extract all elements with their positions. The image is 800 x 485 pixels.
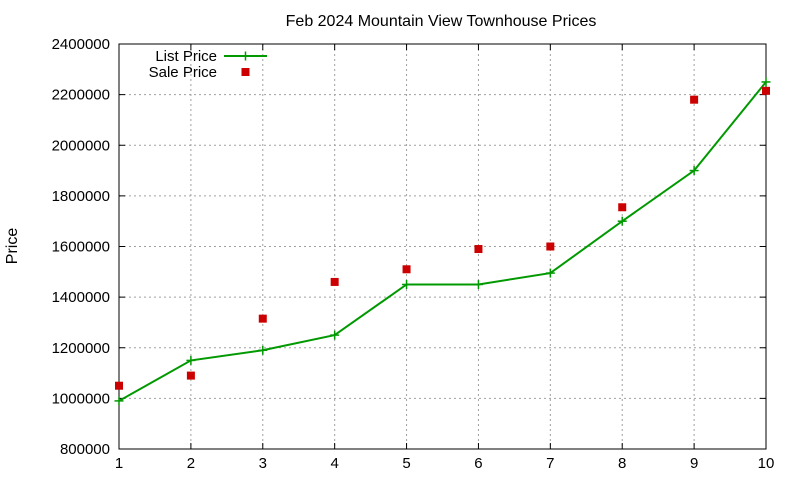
axes: 800000 1000000 1200000 1400000 1600000 180000… [52,36,775,472]
x-tick-label: 1 [115,455,123,472]
legend-item-2: Sale Price [149,64,250,81]
y-tick-label: 2400000 [52,36,110,53]
x-tick-label: 8 [618,455,626,472]
x-tick-label: 10 [758,455,775,472]
plot-frame [118,43,767,450]
data-point [545,268,555,278]
x-tick-label: 7 [546,455,554,472]
data-point [473,279,483,289]
data-point [546,242,555,251]
legend-label: List Price [155,48,217,65]
data-point [617,216,627,226]
data-point [186,355,196,365]
x-tick-label: 9 [690,455,698,472]
data-point [762,86,770,95]
data-point [618,203,627,212]
data-point [115,381,123,390]
x-tick-label: 3 [259,455,267,472]
x-tick-label: 2 [187,455,195,472]
data-point [689,166,699,176]
series-2 [115,86,770,390]
series-1 [114,77,771,406]
y-tick-label: 1200000 [52,340,110,357]
data-point [402,279,412,289]
data-point [258,314,267,323]
legend-item-1: List Price [155,48,267,65]
data-point [330,330,340,340]
data-point [690,95,699,104]
grid [119,44,766,449]
data-point [330,277,339,286]
y-tick-label: 1600000 [52,239,110,256]
legend-label: Sale Price [149,64,217,81]
data-point [258,345,268,355]
x-tick-label: 4 [330,455,338,472]
series-line [118,81,767,402]
y-tick-label: 2200000 [52,87,110,104]
y-tick-label: 1800000 [52,188,110,205]
data-point [186,371,195,380]
x-tick-label: 5 [402,455,410,472]
legend-swatch-marker [241,51,250,61]
y-tick-label: 1400000 [52,289,110,306]
data-point [474,245,483,254]
data-point [402,265,411,274]
data-point [761,77,771,87]
chart-title: Feb 2024 Mountain View Townhouse Prices [286,13,597,30]
y-tick-label: 2000000 [52,137,110,154]
x-tick-label: 6 [474,455,482,472]
y-tick-label: 800000 [60,441,110,458]
data-point [114,396,124,406]
legend-swatch-marker [241,68,250,76]
y-axis-label: Price [4,228,21,265]
y-tick-label: 1000000 [52,390,110,407]
series-layer [114,77,771,406]
